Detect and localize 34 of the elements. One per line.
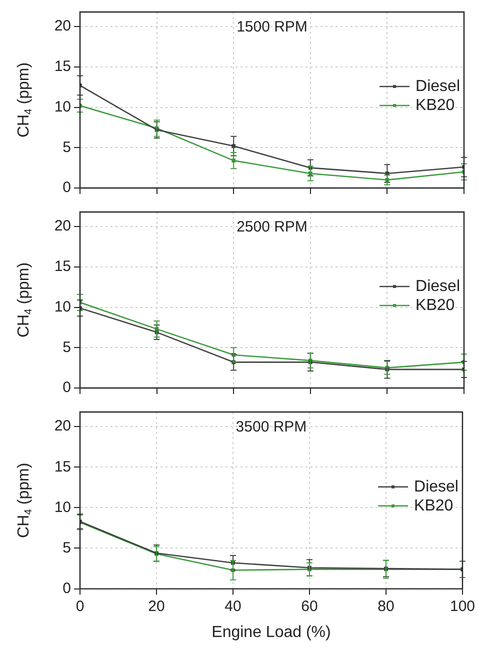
x-tick-label: 40 bbox=[224, 598, 242, 615]
y-tick-label: 10 bbox=[54, 498, 71, 516]
y-tick-label: 10 bbox=[54, 298, 71, 316]
y-tick-label: 15 bbox=[54, 258, 71, 276]
y-tick-label: 0 bbox=[62, 179, 71, 196]
annotation: 1500 RPM bbox=[236, 18, 308, 36]
annotation: 3500 RPM bbox=[236, 418, 307, 436]
y-tick-label: 0 bbox=[62, 379, 71, 396]
legend-label: KB20 bbox=[416, 96, 455, 114]
x-tick-label: 60 bbox=[301, 598, 318, 615]
legend-label: Diesel bbox=[414, 478, 458, 496]
y-tick-label: 10 bbox=[54, 98, 71, 116]
y-axis-title: CH4 (ppm) bbox=[15, 62, 35, 138]
x-tick-label: 0 bbox=[76, 598, 84, 615]
y-tick-label: 20 bbox=[54, 18, 71, 35]
legend-label: Diesel bbox=[416, 78, 460, 95]
y-axis-title: CH4 (ppm) bbox=[15, 262, 35, 338]
x-tick-label: 20 bbox=[148, 598, 165, 615]
y-tick-label: 0 bbox=[62, 580, 71, 597]
y-tick-label: 5 bbox=[62, 338, 71, 356]
y-tick-label: 15 bbox=[54, 458, 71, 476]
y-tick-label: 15 bbox=[54, 58, 71, 76]
y-tick-label: 5 bbox=[62, 138, 71, 156]
x-tick-label: 100 bbox=[450, 598, 475, 615]
annotation: 2500 RPM bbox=[236, 218, 308, 236]
x-tick-label: 80 bbox=[378, 598, 394, 615]
y-tick-label: 5 bbox=[62, 539, 71, 556]
x-axis-title: Engine Load (%) bbox=[212, 624, 331, 641]
y-tick-label: 20 bbox=[54, 218, 71, 235]
legend-label: KB20 bbox=[416, 296, 455, 314]
y-tick-label: 20 bbox=[54, 418, 71, 435]
legend-label: KB20 bbox=[414, 497, 454, 514]
legend-label: Diesel bbox=[416, 278, 460, 295]
y-axis-title: CH4 (ppm) bbox=[15, 462, 35, 538]
